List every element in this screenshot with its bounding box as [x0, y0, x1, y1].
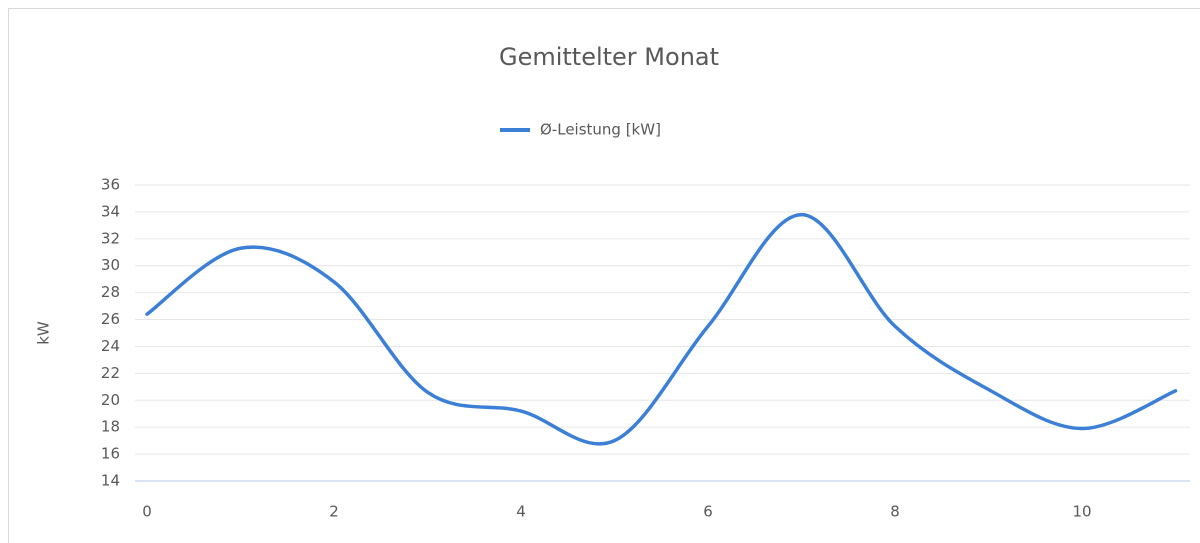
y-tick-label: 36	[101, 176, 120, 194]
x-tick-label: 8	[890, 503, 900, 521]
y-axis-label: kW	[35, 321, 53, 345]
y-tick-label: 16	[101, 445, 120, 463]
x-tick-label: 4	[516, 503, 526, 521]
x-tick-label: 6	[703, 503, 713, 521]
chart-title: Gemittelter Monat	[499, 43, 719, 71]
legend-label: Ø-Leistung [kW]	[540, 121, 661, 139]
y-tick-label: 14	[101, 472, 120, 490]
y-tick-label: 30	[101, 256, 120, 274]
line	[145, 212, 1178, 446]
x-tick-label: 2	[329, 503, 339, 521]
y-tick-label: 34	[101, 202, 120, 220]
y-tick-label: 18	[101, 418, 120, 436]
x-tick-label: 10	[1072, 503, 1091, 521]
y-tick-label: 32	[101, 229, 120, 247]
y-tick-label: 28	[101, 283, 120, 301]
y-tick-label: 22	[101, 364, 120, 382]
x-tick-label: 0	[142, 503, 152, 521]
y-tick-label: 24	[101, 337, 120, 355]
chart-frame	[8, 8, 1200, 543]
y-tick-label: 20	[101, 391, 120, 409]
y-tick-label: 26	[101, 310, 120, 328]
